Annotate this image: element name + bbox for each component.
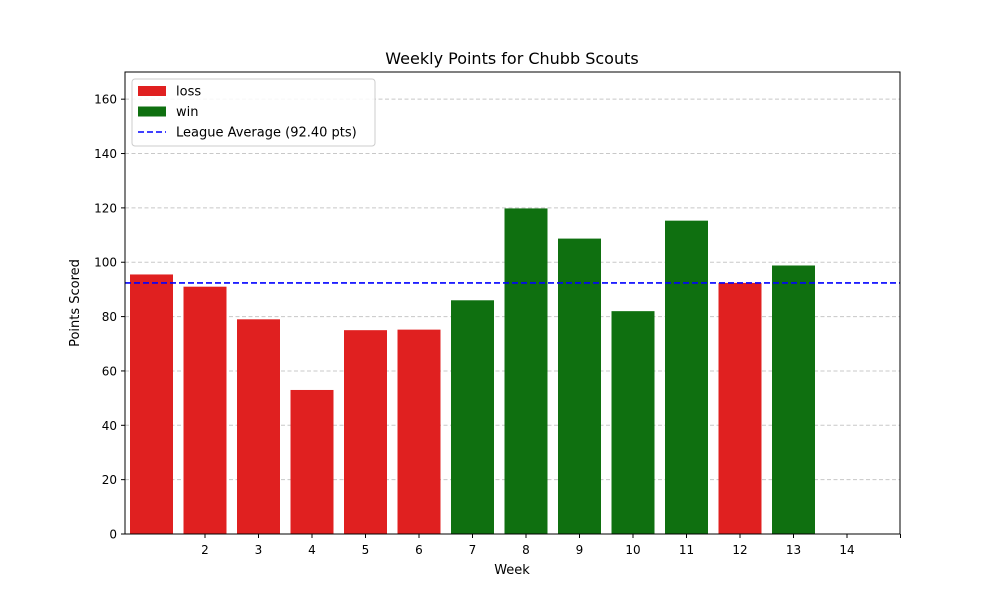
x-tick-label: 9 <box>576 543 584 557</box>
bar-week-13-win <box>772 265 815 534</box>
bar-week-6-loss <box>397 329 441 534</box>
y-tick-label: 140 <box>94 147 117 161</box>
y-tick-label: 100 <box>94 256 117 270</box>
legend-swatch-win <box>138 106 166 117</box>
y-tick-label: 80 <box>102 310 117 324</box>
y-tick-label: 120 <box>94 201 117 215</box>
bar-week-8-win <box>504 208 548 534</box>
bar-week-9-win <box>558 238 601 534</box>
y-axis: 0 20 40 60 80 100 120 140 160 <box>94 93 125 542</box>
x-tick-label: 8 <box>522 543 530 557</box>
x-tick-label: 6 <box>415 543 423 557</box>
legend: loss win League Average (92.40 pts) <box>131 78 376 147</box>
x-tick-label: 7 <box>469 543 477 557</box>
bar-week-3-loss <box>237 319 280 534</box>
y-tick-label: 20 <box>102 473 117 487</box>
x-tick-label: 2 <box>201 543 209 557</box>
bar-week-2-loss <box>183 286 227 534</box>
legend-label: win <box>176 105 198 120</box>
bar-week-12-loss <box>718 282 762 534</box>
chart-title: Weekly Points for Chubb Scouts <box>385 49 638 68</box>
x-tick-label: 13 <box>786 543 801 557</box>
y-tick-label: 60 <box>102 364 117 378</box>
x-tick-label: 10 <box>625 543 640 557</box>
y-axis-label: Points Scored <box>68 259 83 347</box>
x-tick-label: 12 <box>732 543 747 557</box>
legend-box <box>131 78 376 147</box>
bar-week-4-loss <box>290 389 334 534</box>
y-tick-label: 40 <box>102 419 117 433</box>
x-axis-label: Week <box>494 563 530 578</box>
x-tick-label: 3 <box>255 543 263 557</box>
y-tick-label: 160 <box>94 93 117 107</box>
bar-week-7-win <box>451 300 494 534</box>
bar-week-10-win <box>611 311 655 534</box>
bar-week-5-loss <box>344 330 387 534</box>
bar-week-11-win <box>665 220 708 535</box>
bar-layer <box>130 208 815 535</box>
plot-frame <box>124 71 901 535</box>
legend-label: loss <box>176 85 201 100</box>
legend-swatch-loss <box>138 86 166 96</box>
x-tick-label: 5 <box>362 543 370 557</box>
x-axis: 2 3 4 5 6 7 8 9 10 11 12 13 14 <box>201 534 901 557</box>
bar-week-1-loss <box>130 274 173 534</box>
x-tick-label: 4 <box>308 543 316 557</box>
x-tick-label: 14 <box>839 543 854 557</box>
x-tick-label: 11 <box>679 543 694 557</box>
y-tick-label: 0 <box>109 528 117 542</box>
legend-label: League Average (92.40 pts) <box>176 126 357 141</box>
